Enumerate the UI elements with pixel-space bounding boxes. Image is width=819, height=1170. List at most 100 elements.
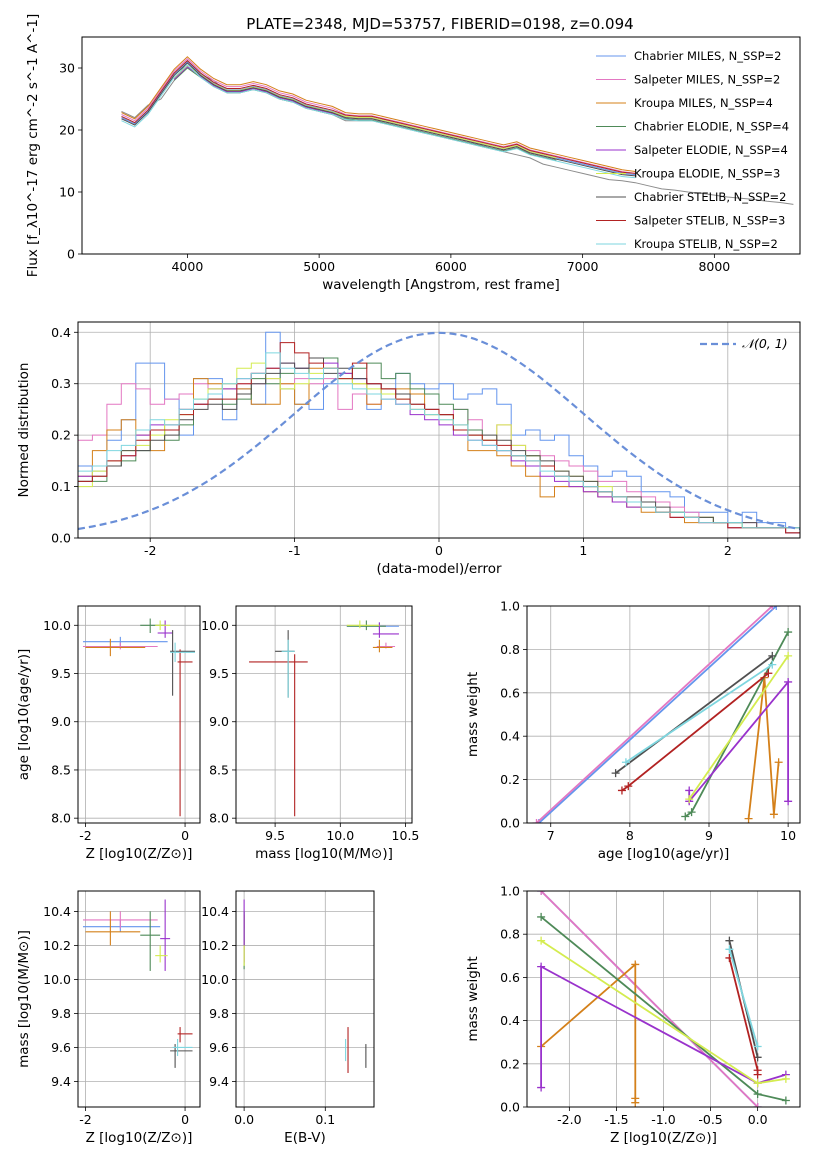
x-tick-label: 0.0 <box>234 1112 254 1127</box>
weight-point-salpeter-elodie <box>784 797 793 806</box>
x-tick-label: -2.0 <box>557 1112 581 1127</box>
x-tick-label: 4000 <box>171 259 203 274</box>
y-tick-label: 8.0 <box>51 811 71 826</box>
y-tick-label: 9.4 <box>51 1074 71 1089</box>
normal-curve <box>78 331 800 531</box>
y-axis-label: age [log10(age/yr)] <box>16 649 32 781</box>
x-tick-label: 7 <box>547 828 555 843</box>
weight-point-salpeter-elodie <box>537 1083 546 1092</box>
weight-point-chabrier-elodie <box>784 628 793 637</box>
x-tick-label: 9 <box>705 828 713 843</box>
y-tick-label: 8.5 <box>51 762 71 777</box>
y-tick-label: 0.1 <box>51 479 71 494</box>
y-tick-label: 9.8 <box>209 1006 229 1021</box>
axes-frame <box>81 36 801 255</box>
x-tick-label: 0.1 <box>315 1112 335 1127</box>
axes-frame <box>235 605 413 824</box>
y-tick-label: 9.5 <box>51 666 71 681</box>
weight-point-kroupa-stelib <box>725 945 734 954</box>
y-tick-label: 0.0 <box>51 531 71 546</box>
y-tick-label: 8.0 <box>209 811 229 826</box>
y-tick-label: 0.4 <box>500 1013 520 1028</box>
y-axis-label: mass weight <box>465 672 481 757</box>
weight-point-salpeter-miles <box>532 819 541 823</box>
x-tick-label: 7000 <box>567 259 599 274</box>
y-tick-label: 1.0 <box>500 599 520 614</box>
legend-label-chabrier-miles-n-ssp-2: Chabrier MILES, N_SSP=2 <box>634 49 781 63</box>
y-tick-label: 10.0 <box>201 618 229 633</box>
weight-line-kroupa-miles <box>540 962 637 1103</box>
model-line-salpeter-stelib-n-ssp-3 <box>121 59 636 174</box>
axes-frame <box>526 605 801 824</box>
legend-label-chabrier-stelib-n-ssp-2: Chabrier STELIB, N_SSP=2 <box>634 190 786 204</box>
x-axis-label: E(B-V) <box>284 1130 326 1146</box>
y-tick-label: 20 <box>59 123 75 138</box>
weight-line-kroupa-stelib <box>625 663 773 763</box>
x-tick-label: 10.5 <box>392 828 420 843</box>
histogram-kroupa-stelib <box>78 352 800 529</box>
plot-area <box>532 606 793 823</box>
mass-vs-ebv-panel: 0.0 0.1 9.4 9.6 9.8 10.0 10.2 10.4 E(B-V) <box>201 890 375 1146</box>
x-tick-label: 10 <box>780 828 796 843</box>
legend-label-normal: 𝒩(0, 1) <box>742 336 788 351</box>
weight-point-kroupa-stelib <box>621 758 630 767</box>
weight-point-chabrier-elodie <box>537 912 546 921</box>
weight-line-chabrier-miles <box>538 606 777 823</box>
weight-point-kroupa-elodie <box>753 1079 762 1088</box>
weight-point-salpeter-stelib <box>764 669 773 678</box>
weight-point-kroupa-miles <box>744 814 753 823</box>
legend-label-chabrier-elodie-n-ssp-4: Chabrier ELODIE, N_SSP=4 <box>634 120 789 134</box>
weight-point-chabrier-elodie <box>781 1096 790 1105</box>
x-tick-label: -2 <box>144 543 156 558</box>
weight-point-kroupa-elodie <box>781 1074 790 1083</box>
weight-point-salpeter-miles <box>753 1103 762 1107</box>
weight-point-kroupa-miles <box>631 1098 640 1107</box>
x-tick-label: 0 <box>181 828 189 843</box>
x-tick-label: 1 <box>579 543 587 558</box>
weight-point-chabrier-stelib <box>768 651 777 660</box>
weight-line-salpeter-elodie <box>688 679 789 804</box>
weight-line-chabrier-stelib <box>615 655 773 774</box>
weight-point-kroupa-miles <box>631 960 640 969</box>
axes-frame <box>77 605 201 824</box>
y-tick-label: 0.4 <box>51 325 71 340</box>
y-axis-label: Flux [f_λ10^-17 erg cm^-2 s^-1 A^-1] <box>25 14 41 277</box>
y-axis-label: mass [log10(M/M⊙)] <box>16 930 32 1068</box>
model-line-kroupa-elodie-n-ssp-3 <box>173 64 557 159</box>
x-tick-label: -1.5 <box>604 1112 628 1127</box>
weight-line-kroupa-elodie <box>688 655 789 800</box>
weight-line-salpeter-miles <box>540 891 759 1107</box>
weight-point-kroupa-miles <box>774 758 783 767</box>
massweight-vs-metallicity-panel: -2.0 -1.5 -1.0 -0.5 0.0 0.0 0.2 0.4 0.6 0.8 1.0 Z [… <box>465 884 801 1146</box>
weight-point-chabrier-miles <box>772 606 781 610</box>
model-line-salpeter-miles-n-ssp-2 <box>121 58 636 174</box>
figure-title: PLATE=2348, MJD=53757, FIBERID=0198, z=0… <box>246 15 633 33</box>
y-tick-label: 9.6 <box>209 1040 229 1055</box>
y-tick-label: 9.8 <box>51 1006 71 1021</box>
y-tick-label: 0.6 <box>500 970 520 985</box>
weight-point-kroupa-elodie <box>685 795 694 804</box>
y-tick-label: 9.0 <box>209 714 229 729</box>
y-tick-label: 0.6 <box>500 685 520 700</box>
plot-area <box>121 56 794 205</box>
weight-point-kroupa-miles <box>769 810 778 819</box>
y-tick-label: 10.0 <box>43 972 71 987</box>
y-tick-label: 1.0 <box>500 884 520 899</box>
model-line-chabrier-stelib-n-ssp-2 <box>121 62 636 177</box>
weight-point-chabrier-stelib <box>611 769 620 778</box>
x-tick-label: 9.5 <box>265 828 285 843</box>
x-axis-label: wavelength [Angstrom, rest frame] <box>322 277 560 293</box>
weight-point-salpeter-miles <box>537 891 546 895</box>
y-tick-label: 0.8 <box>500 642 520 657</box>
y-axis-label: Normed distribution <box>16 363 32 498</box>
y-tick-label: 10.0 <box>43 618 71 633</box>
x-tick-label: 0 <box>435 543 443 558</box>
axes-frame <box>235 890 375 1108</box>
age-vs-mass-panel: 9.5 10.0 10.5 8.0 8.5 9.0 9.5 10.0 mass [log10(M… <box>201 605 420 862</box>
y-tick-label: 0.8 <box>500 927 520 942</box>
model-line-kroupa-miles-n-ssp-4 <box>121 56 636 172</box>
weight-point-salpeter-elodie <box>685 786 694 795</box>
model-line-kroupa-stelib-n-ssp-2 <box>121 64 636 179</box>
y-tick-label: 9.4 <box>209 1074 229 1089</box>
